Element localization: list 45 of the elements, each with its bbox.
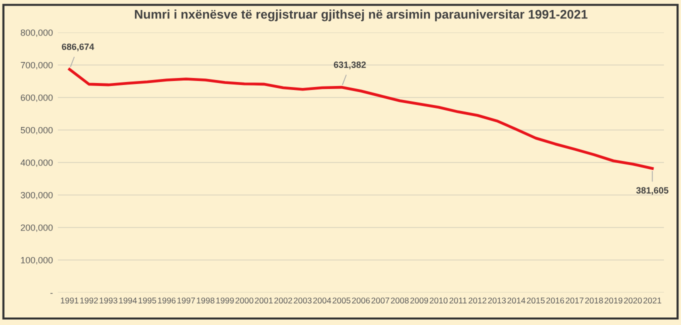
x-tick-label: 2002 — [274, 298, 292, 304]
x-tick-label: 2011 — [450, 298, 467, 304]
x-tick-label: 2000 — [236, 298, 254, 304]
x-tick-label: 2010 — [430, 298, 448, 304]
y-tick-label: 300,000 — [20, 192, 53, 200]
line-series — [68, 68, 654, 170]
y-tick-label: 800,000 — [20, 29, 53, 37]
x-tick-label: 2017 — [566, 298, 584, 304]
x-tick-label: 2004 — [313, 298, 332, 304]
x-tick-label: 1997 — [177, 298, 195, 304]
chart-title: Numri i nxënësve të regjistruar gjithsej në arsimin parauniversitar 1991-2021 — [134, 10, 588, 22]
data-label: 381,605 — [636, 187, 668, 195]
x-tick-label: 1998 — [196, 298, 214, 304]
y-tick-label: 200,000 — [20, 224, 53, 232]
x-tick-label: 2006 — [352, 298, 370, 304]
data-label: 631,382 — [334, 62, 366, 70]
x-tick-label: 2016 — [546, 298, 564, 304]
x-tick-label: 2008 — [390, 298, 409, 304]
x-tick-label: 1991 — [60, 298, 78, 304]
x-tick-label: 2020 — [624, 298, 642, 304]
y-tick-label: - — [50, 293, 53, 294]
x-tick-label: 2005 — [332, 298, 350, 304]
x-tick-label: 2018 — [585, 298, 603, 304]
x-tick-label: 2015 — [526, 298, 545, 304]
x-tick-label: 2012 — [468, 298, 486, 304]
y-tick-label: 400,000 — [20, 159, 53, 167]
x-tick-label: 2014 — [507, 298, 526, 304]
x-tick-label: 2013 — [488, 298, 506, 304]
x-tick-label: 2009 — [410, 298, 428, 304]
x-tick-label: 1996 — [158, 298, 176, 304]
x-tick-label: 1999 — [216, 298, 234, 304]
y-tick-label: 700,000 — [20, 62, 53, 70]
y-tick-label: 500,000 — [20, 126, 53, 134]
x-tick-label: 2001 — [254, 298, 273, 304]
y-tick-label: 600,000 — [20, 94, 53, 102]
x-tick-label: 1993 — [100, 298, 118, 304]
x-tick-label: 1992 — [80, 298, 98, 304]
data-label: 686,674 — [62, 44, 94, 52]
y-tick-label: 100,000 — [21, 256, 53, 264]
x-tick-label: 1994 — [119, 298, 137, 304]
x-tick-label: 1995 — [138, 298, 156, 304]
x-tick-label: 2019 — [604, 298, 622, 304]
x-tick-label: 2003 — [294, 298, 312, 304]
x-tick-label: 2007 — [372, 298, 390, 304]
x-tick-label: 2021 — [643, 298, 662, 304]
